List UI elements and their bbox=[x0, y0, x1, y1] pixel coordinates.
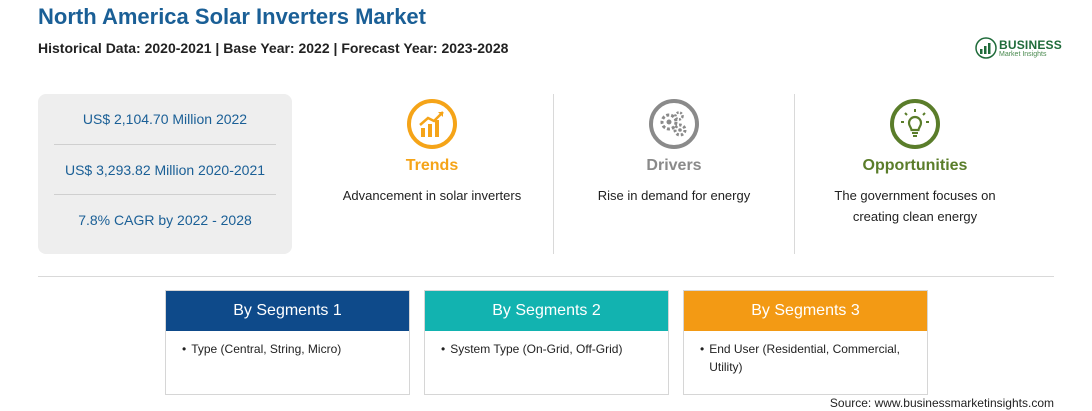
segment-3-title: By Segments 3 bbox=[684, 291, 927, 331]
opportunities-text: The government focuses on creating clean… bbox=[834, 188, 996, 224]
bullet-marker: • bbox=[700, 342, 705, 356]
growth-chart-icon bbox=[975, 37, 997, 59]
opportunities-column: Opportunities The government focuses on … bbox=[795, 94, 1035, 254]
trends-heading: Trends bbox=[405, 157, 459, 174]
gears-icon bbox=[649, 99, 699, 149]
lightbulb-icon bbox=[890, 99, 940, 149]
stat-market-historical: US$ 3,293.82 Million 2020-2021 bbox=[54, 144, 276, 194]
drivers-column: Drivers Rise in demand for energy bbox=[554, 94, 794, 254]
logo-main-text: BUSINESS bbox=[999, 37, 1062, 52]
drivers-heading: Drivers bbox=[646, 157, 702, 174]
stat-cagr: 7.8% CAGR by 2022 - 2028 bbox=[54, 194, 276, 244]
segment-card-1: By Segments 1 • Type (Central, String, M… bbox=[165, 290, 410, 395]
trends-column: Trends Advancement in solar inverters bbox=[312, 94, 552, 254]
company-logo: BUSINESS Market Insights bbox=[975, 36, 1065, 60]
segment-1-title: By Segments 1 bbox=[166, 291, 409, 331]
bullet-marker: • bbox=[182, 342, 187, 356]
segment-card-3: By Segments 3 • End User (Residential, C… bbox=[683, 290, 928, 395]
trend-chart-icon bbox=[407, 99, 457, 149]
opportunities-heading: Opportunities bbox=[862, 157, 968, 174]
segment-2-title: By Segments 2 bbox=[425, 291, 668, 331]
column-divider bbox=[794, 94, 795, 254]
stats-panel: US$ 2,104.70 Million 2022 US$ 3,293.82 M… bbox=[38, 94, 292, 254]
drivers-text: Rise in demand for energy bbox=[597, 188, 751, 203]
bullet-marker: • bbox=[441, 342, 446, 356]
segment-3-item: End User (Residential, Commercial, Utili… bbox=[709, 342, 900, 374]
section-divider bbox=[38, 276, 1054, 277]
page-subtitle: Historical Data: 2020-2021 | Base Year: … bbox=[38, 40, 509, 56]
source-credit: Source: www.businessmarketinsights.com bbox=[829, 396, 1054, 410]
logo-sub-text: Market Insights bbox=[999, 50, 1047, 58]
column-divider bbox=[553, 94, 554, 254]
segment-card-2: By Segments 2 • System Type (On-Grid, Of… bbox=[424, 290, 669, 395]
trends-text: Advancement in solar inverters bbox=[342, 188, 522, 203]
segment-2-item: System Type (On-Grid, Off-Grid) bbox=[450, 342, 623, 356]
segment-1-item: Type (Central, String, Micro) bbox=[191, 342, 342, 356]
stat-market-2022: US$ 2,104.70 Million 2022 bbox=[82, 111, 248, 127]
page-title: North America Solar Inverters Market bbox=[38, 4, 426, 29]
